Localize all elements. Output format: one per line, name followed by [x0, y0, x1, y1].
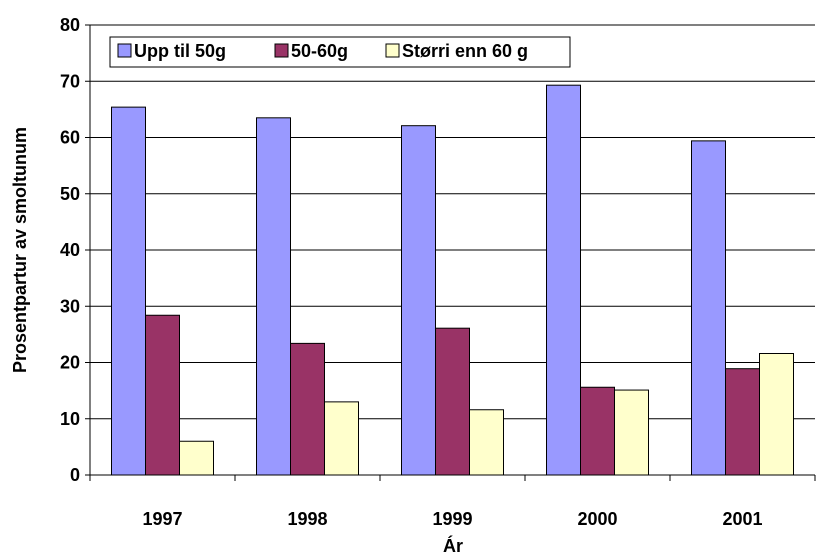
x-tick-labels: 1997 1998 1999 2000 2001 [142, 509, 762, 529]
y-tick-label: 70 [60, 71, 80, 91]
bar-1999-series-2 [435, 327, 470, 476]
legend-box [109, 36, 571, 68]
x-tick-label: 2000 [577, 509, 617, 529]
gridlines [90, 24, 815, 420]
y-tick-label: 30 [60, 296, 80, 316]
y-tick-label: 10 [60, 409, 80, 429]
bar-2001-series-1 [691, 140, 726, 476]
y-tick-label: 20 [60, 353, 80, 373]
bar-2000-series-1 [546, 84, 581, 476]
x-tick-label: 2001 [722, 509, 762, 529]
bar-2000-series-2 [580, 386, 615, 476]
legend-swatch-storri-enn-60g [385, 43, 400, 58]
y-tick-label: 0 [70, 465, 80, 485]
legend: Upp til 50g 50-60g Størri enn 60 g [109, 36, 571, 68]
x-tick-label: 1998 [287, 509, 327, 529]
bar-1998-series-2 [290, 342, 325, 476]
bar-1997-series-3 [179, 440, 214, 476]
y-axis-title: Prosentpartur av smoltunum [10, 127, 30, 373]
x-axis-title: Ár [443, 535, 463, 556]
bar-1998-series-1 [256, 117, 291, 476]
bar-2001-series-3 [759, 353, 794, 476]
x-tick-label: 1997 [142, 509, 182, 529]
bar-1997-series-1 [111, 106, 146, 476]
y-tick-label: 80 [60, 15, 80, 35]
y-tick-label: 40 [60, 240, 80, 260]
y-tick-label: 60 [60, 128, 80, 148]
bar-1997-series-2 [145, 314, 180, 476]
y-tick-labels: 0 10 20 30 40 50 60 70 80 [60, 15, 80, 485]
legend-swatch-50-60g [274, 43, 289, 58]
y-tick-label: 50 [60, 184, 80, 204]
legend-swatch-upp-til-50g [117, 43, 132, 58]
legend-label-upp-til-50g: Upp til 50g [134, 41, 226, 61]
bar-1999-series-3 [469, 409, 504, 476]
bar-1998-series-3 [324, 401, 359, 476]
bar-1999-series-1 [401, 125, 436, 476]
bars [111, 84, 794, 476]
axes [85, 24, 816, 481]
legend-label-storri-enn-60g: Størri enn 60 g [402, 41, 528, 61]
legend-label-50-60g: 50-60g [291, 41, 348, 61]
x-tick-label: 1999 [432, 509, 472, 529]
bar-2000-series-3 [614, 389, 649, 476]
bar-2001-series-2 [725, 368, 760, 476]
